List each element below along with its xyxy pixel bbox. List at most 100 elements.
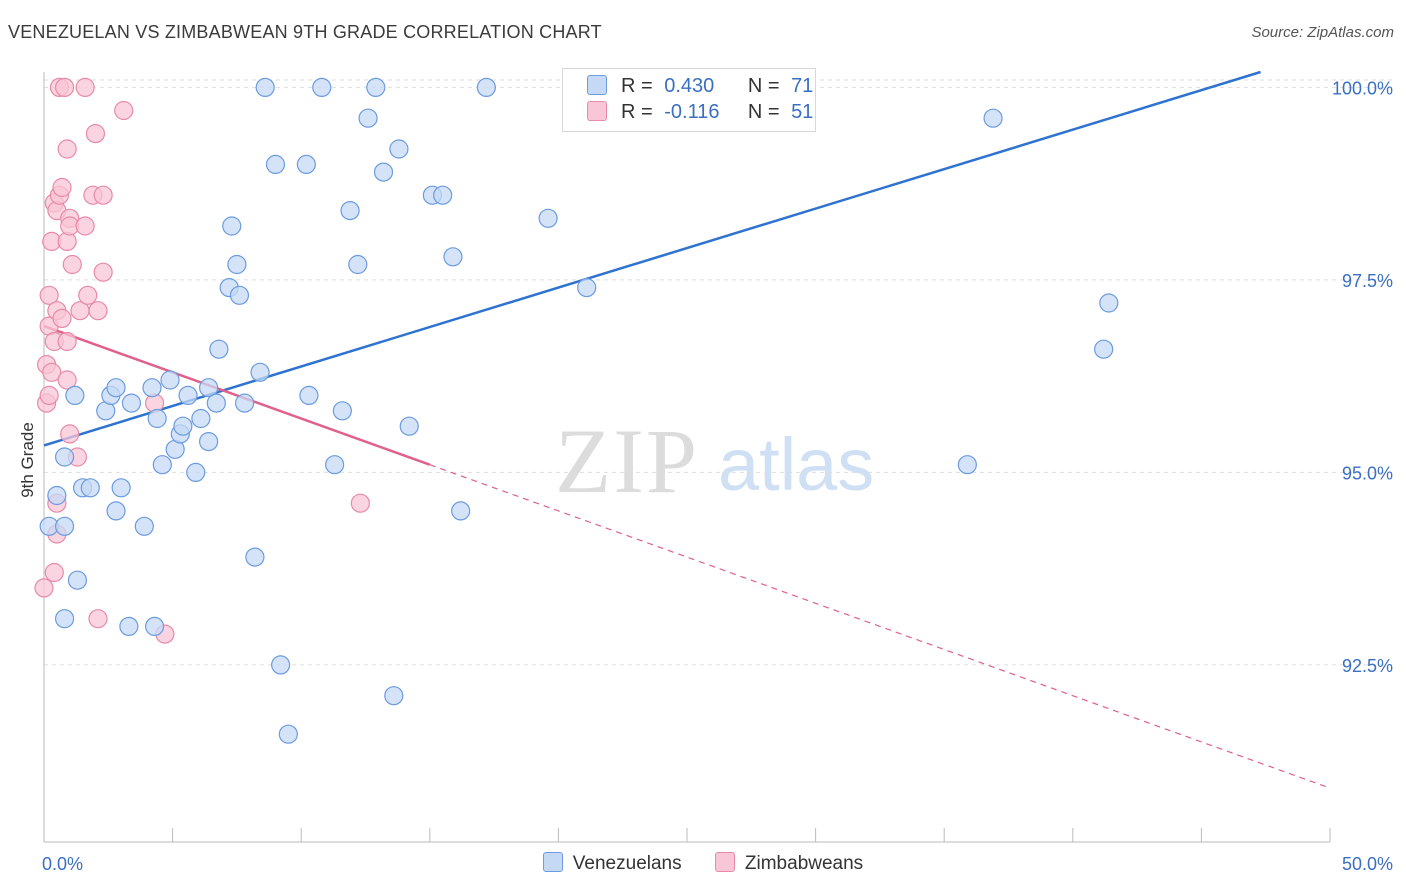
- venezuelans-point-66: [1099, 293, 1119, 313]
- venezuelans-point-41: [271, 655, 291, 675]
- legend-label-zimbabweans: Zimbabweans: [744, 853, 864, 874]
- zimbabweans-trend-extension: [429, 464, 1331, 789]
- zimbabweans-point-36: [88, 609, 108, 629]
- y-axis-label: 9th Grade: [18, 422, 37, 498]
- venezuelans-point-15: [121, 393, 142, 413]
- zimbabweans-point-24: [60, 424, 80, 444]
- venezuelans-point-40: [265, 154, 286, 174]
- zimbabweans-point-42: [350, 493, 370, 513]
- zimbabweans-point-4: [39, 285, 59, 305]
- venezuelans-point-5: [47, 485, 67, 506]
- blue-swatch-icon: [587, 75, 607, 95]
- venezuelans-point-2: [65, 385, 85, 405]
- zimbabweans-point-20: [57, 370, 77, 390]
- venezuelans-point-52: [373, 162, 394, 182]
- venezuelans-point-36: [235, 393, 255, 413]
- venezuelans-point-11: [106, 378, 126, 398]
- venezuelans-point-34: [227, 254, 247, 275]
- zimbabweans-point-32: [78, 285, 98, 305]
- venezuelans-point-54: [389, 139, 409, 159]
- axes: [43, 72, 1331, 843]
- venezuelans-point-21: [160, 370, 180, 390]
- venezuelans-point-28: [199, 432, 219, 452]
- zimbabweans-trend-line: [43, 324, 431, 466]
- zimbabweans-point-21: [57, 331, 77, 352]
- watermark-atlas: atlas: [718, 423, 874, 506]
- venezuelans-point-46: [325, 455, 345, 475]
- gridlines: [44, 79, 1392, 666]
- legend-row-zimbabweans: R = -0.116 N = 51: [587, 101, 813, 127]
- venezuelans-point-12: [106, 501, 126, 521]
- correlation-legend: R = 0.430 N = 71 R = -0.116 N = 51: [562, 68, 816, 132]
- venezuelans-point-65: [1094, 339, 1114, 359]
- venezuelans-point-61: [538, 208, 558, 228]
- blue-swatch-icon: [542, 852, 563, 872]
- n-label: N =: [747, 75, 780, 97]
- venezuelans-point-31: [209, 339, 229, 359]
- legend-label-venezuelans: Venezuelans: [572, 853, 682, 874]
- venezuelans-point-17: [142, 378, 162, 398]
- x-tick-label-1: 50.0%: [1342, 854, 1393, 874]
- venezuelans-point-44: [299, 385, 319, 405]
- venezuelans-point-60: [476, 77, 496, 98]
- venezuelans-points: [39, 77, 1119, 744]
- n-label: N =: [747, 101, 780, 123]
- venezuelans-point-51: [366, 77, 386, 98]
- axis-labels: 92.5% 95.0% 97.5% 100.0% 0.0% 50.0% 9th Grade: [18, 78, 1393, 874]
- venezuelans-point-25: [178, 385, 198, 405]
- venezuelans-point-13: [111, 478, 131, 498]
- zimbabweans-point-39: [114, 100, 134, 121]
- y-tick-label-3: 100.0%: [1332, 78, 1393, 98]
- venezuelans-point-14: [119, 616, 139, 637]
- zimbabweans-point-18: [52, 177, 72, 198]
- venezuelans-point-55: [399, 416, 419, 436]
- venezuelans-point-18: [144, 616, 165, 637]
- zimbabweans-point-3: [39, 385, 59, 405]
- zimbabweans-point-19: [54, 77, 75, 98]
- series-legend: Venezuelans Zimbabweans: [0, 852, 1406, 875]
- chart-title: VENEZUELAN VS ZIMBABWEAN 9TH GRADE CORRE…: [8, 22, 602, 42]
- venezuelans-point-1: [54, 447, 75, 467]
- venezuelans-point-4: [54, 516, 75, 536]
- venezuelans-n-value: 71: [791, 75, 814, 97]
- venezuelans-point-35: [229, 285, 250, 305]
- venezuelans-point-38: [250, 362, 270, 382]
- venezuelans-point-62: [577, 278, 597, 298]
- zimbabweans-point-35: [88, 301, 108, 321]
- zimbabweans-point-30: [75, 77, 95, 98]
- r-label: R =: [621, 75, 653, 97]
- zimbabweans-point-0: [34, 578, 54, 598]
- y-tick-label-1: 95.0%: [1342, 463, 1393, 483]
- venezuelans-point-33: [222, 216, 242, 236]
- legend-item-venezuelans: Venezuelans: [542, 852, 682, 875]
- venezuelans-point-16: [134, 516, 154, 536]
- venezuelans-point-8: [80, 478, 100, 498]
- zimbabweans-point-27: [62, 254, 82, 275]
- watermark-zip: ZIP: [555, 410, 699, 512]
- y-tick-label-2: 97.5%: [1342, 271, 1393, 291]
- venezuelans-point-59: [451, 501, 471, 521]
- venezuelans-point-7: [54, 609, 75, 629]
- venezuelans-point-30: [206, 393, 226, 413]
- zimbabweans-point-10: [44, 562, 64, 583]
- pink-swatch-icon: [714, 852, 735, 872]
- venezuelans-point-53: [384, 686, 404, 706]
- zimbabweans-point-17: [52, 308, 72, 328]
- source-label: Source: ZipAtlas.com: [1251, 24, 1394, 41]
- venezuelans-point-20: [152, 455, 172, 475]
- x-tick-label-0: 0.0%: [42, 854, 83, 874]
- legend-row-venezuelans: R = 0.430 N = 71: [587, 75, 813, 101]
- zimbabweans-point-38: [93, 262, 113, 282]
- venezuelans-point-45: [312, 77, 332, 98]
- venezuelans-point-43: [296, 154, 316, 174]
- venezuelans-trend-line: [43, 70, 1261, 447]
- zimbabweans-n-value: 51: [791, 101, 814, 123]
- venezuelans-point-6: [67, 570, 88, 590]
- zimbabweans-points: [34, 77, 370, 644]
- venezuelans-point-37: [245, 547, 265, 567]
- venezuelans-point-27: [191, 408, 211, 429]
- r-label: R =: [621, 101, 653, 123]
- venezuelans-point-19: [147, 408, 167, 429]
- zimbabweans-point-37: [93, 185, 113, 205]
